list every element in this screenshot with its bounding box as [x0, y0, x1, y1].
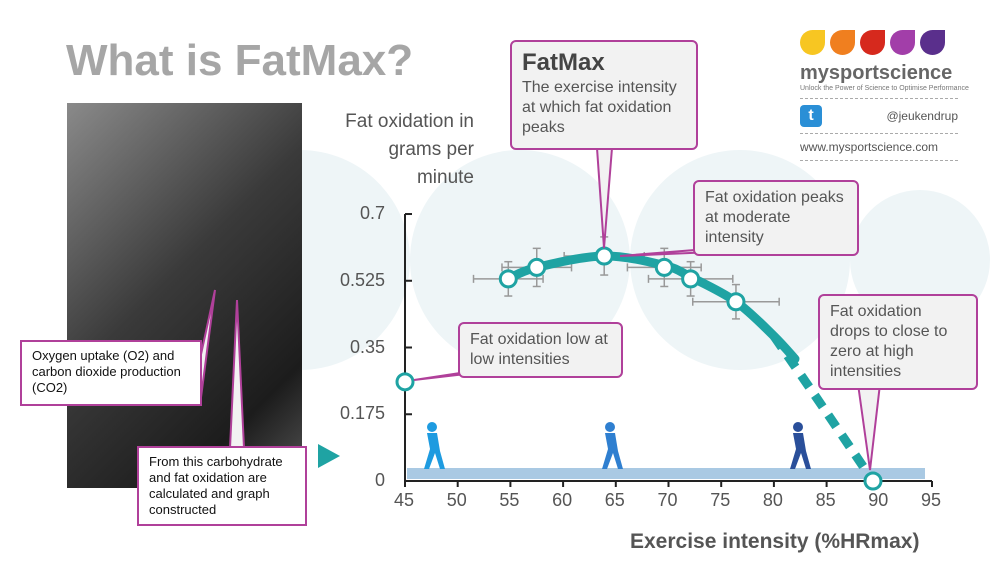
data-point: [594, 246, 614, 266]
callout-high: Fat oxidation drops to close to zero at …: [818, 294, 978, 390]
x-tick-label: 45: [394, 490, 415, 510]
intensity-band: [407, 468, 925, 479]
page-title: What is FatMax?: [66, 36, 414, 85]
twitter-icon: t: [800, 105, 822, 127]
y-tick-label: 0.175: [339, 403, 385, 424]
callout-fatmax: FatMax The exercise intensity at which f…: [510, 40, 698, 150]
data-point: [726, 292, 746, 312]
x-axis-label: Exercise intensity (%HRmax): [630, 530, 920, 553]
x-tick-label: 70: [657, 490, 678, 510]
logo: mysportscience Unlock the Power of Scien…: [800, 30, 969, 167]
logo-drop: [800, 30, 825, 55]
x-tick-label: 60: [552, 490, 573, 510]
watermark-shape: [410, 150, 630, 370]
data-point: [681, 269, 701, 289]
y-tick-label: 0.525: [339, 269, 385, 290]
logo-drop: [830, 30, 855, 55]
callout-calc: From this carbohydrate and fat oxidation…: [137, 446, 307, 526]
x-tick-label: 50: [446, 490, 467, 510]
callout-fatmax-title: FatMax: [522, 49, 605, 76]
y-tick-label: 0: [374, 470, 385, 490]
logo-drop: [920, 30, 945, 55]
data-point: [527, 257, 547, 277]
logo-drop: [890, 30, 915, 55]
x-tick-label: 55: [499, 490, 520, 510]
y-axis-label: Fat oxidation in grams per minute: [345, 111, 474, 188]
x-tick-label: 80: [762, 490, 783, 510]
person-icon: [790, 422, 811, 469]
y-tick-label: 0.7: [359, 203, 385, 224]
athlete-photo: [67, 103, 302, 488]
x-tick-label: 95: [921, 490, 942, 510]
x-tick-label: 65: [604, 490, 625, 510]
x-tick-label: 75: [710, 490, 731, 510]
data-point: [395, 372, 415, 392]
logo-drops: [800, 30, 958, 60]
callout-fatmax-text: The exercise intensity at which fat oxid…: [522, 79, 677, 136]
callout-low: Fat oxidation low at low intensities: [458, 322, 623, 378]
website-link[interactable]: www.mysportscience.com: [800, 140, 939, 154]
callout-o2: Oxygen uptake (O2) and carbon dioxide pr…: [20, 340, 202, 406]
x-tick-label: 85: [815, 490, 836, 510]
twitter-handle[interactable]: @jeukendrup: [886, 109, 958, 123]
brand-name: mysportscience: [800, 62, 953, 84]
fat-oxidation-curve-dashed: [770, 333, 877, 484]
callout-pointer: [595, 147, 614, 249]
callout-peak: Fat oxidation peaks at moderate intensit…: [693, 180, 859, 256]
data-point: [654, 257, 674, 277]
tagline: Unlock the Power of Science to Optimise …: [800, 85, 969, 92]
callout-pointer: [228, 299, 246, 449]
arrow-icon: [318, 444, 340, 468]
data-point: [863, 471, 883, 491]
person-icon: [424, 422, 445, 469]
y-tick-label: 0.35: [349, 336, 385, 357]
person-icon: [602, 422, 623, 469]
data-point: [498, 269, 518, 289]
x-tick-label: 90: [868, 490, 889, 510]
logo-drop: [860, 30, 885, 55]
